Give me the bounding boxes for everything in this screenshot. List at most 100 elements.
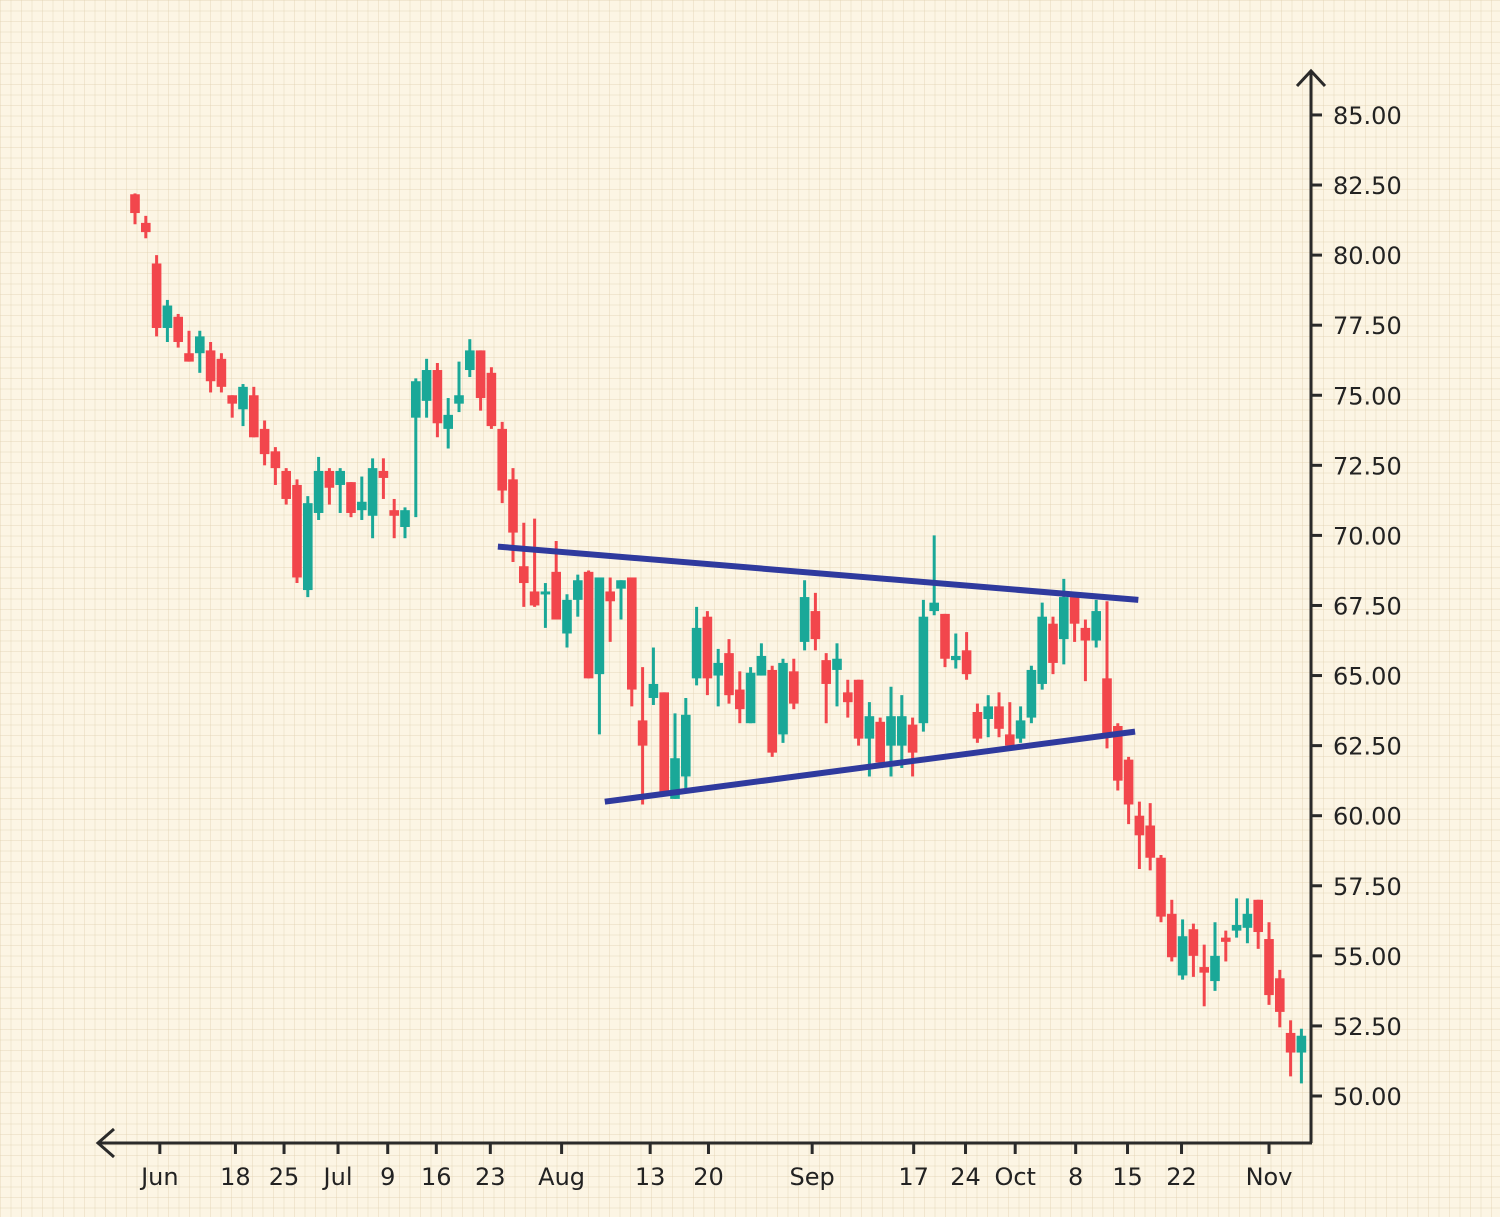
candle-up — [1177, 919, 1188, 980]
candle-down — [810, 592, 821, 651]
candle-body — [573, 580, 583, 600]
candle-down — [346, 482, 356, 518]
candle-down — [216, 353, 227, 393]
candle-body — [875, 721, 885, 763]
candle-body — [594, 577, 605, 675]
candle-up — [411, 378, 421, 518]
candle-down — [378, 458, 389, 499]
candle-body — [1059, 597, 1069, 640]
candle-body — [681, 714, 691, 777]
candle-body — [421, 370, 432, 401]
candle-body — [778, 662, 788, 735]
candle-down — [1134, 801, 1145, 869]
y-tick-label: 65.00 — [1333, 663, 1402, 691]
candle-body — [961, 650, 972, 675]
candle-body — [929, 602, 939, 612]
x-tick-label: Jul — [322, 1163, 353, 1191]
candle-body — [843, 692, 853, 703]
x-tick-label: Nov — [1246, 1163, 1293, 1191]
candle-up — [1231, 898, 1242, 938]
candle-body — [918, 616, 929, 724]
candle-down — [249, 386, 259, 438]
candle-body — [627, 577, 637, 690]
y-tick-label: 52.50 — [1333, 1013, 1402, 1041]
candle-body — [983, 706, 993, 719]
candle-up — [313, 456, 324, 520]
candle-down — [130, 193, 140, 225]
candle-up — [713, 648, 723, 707]
candle-down — [767, 665, 777, 757]
candle-body — [972, 711, 983, 739]
candle-body — [486, 372, 497, 427]
candle-body — [1080, 627, 1091, 641]
candle-down — [1005, 702, 1015, 746]
y-tick-label: 77.50 — [1333, 312, 1402, 340]
candle-body — [1188, 929, 1199, 956]
candle-body — [1113, 726, 1123, 781]
candle-down — [151, 255, 162, 337]
candle-body — [702, 616, 713, 679]
candle-down — [789, 658, 799, 710]
candle-down — [1145, 803, 1155, 871]
x-tick-label: Sep — [790, 1163, 835, 1191]
candle-body — [562, 599, 572, 634]
candle-down — [1102, 601, 1112, 749]
candle-up — [238, 384, 248, 427]
candle-body — [238, 386, 248, 410]
axes — [95, 68, 1327, 1159]
candle-down — [519, 522, 529, 607]
candle-body — [583, 571, 594, 679]
candle-body — [994, 706, 1004, 729]
candle-down — [389, 498, 399, 539]
candle-up — [832, 643, 842, 707]
candle-down — [529, 518, 540, 607]
candle-body — [184, 353, 194, 362]
candle-body — [951, 655, 961, 661]
candle-body — [551, 571, 561, 620]
candle-body — [357, 501, 367, 511]
candle-down — [972, 703, 983, 743]
candle-down — [1275, 969, 1285, 1028]
x-tick-label: 17 — [898, 1163, 929, 1191]
candle-body — [1102, 678, 1112, 734]
x-tick-label: Oct — [994, 1163, 1036, 1191]
candle-body — [1048, 623, 1058, 663]
candle-body — [1177, 936, 1188, 976]
candle-down — [1221, 930, 1231, 962]
candle-down — [1253, 899, 1263, 949]
candle-body — [173, 316, 183, 342]
candle-body — [227, 395, 237, 404]
candle-up — [1242, 898, 1253, 944]
y-ticks: 85.00 82.50 80.00 77.50 75.00 72.50 70.00 67.50… — [1311, 102, 1402, 1111]
candle-body — [313, 470, 324, 513]
candle-body — [1264, 939, 1274, 996]
candle-body — [130, 194, 140, 214]
candle-body — [529, 591, 540, 606]
candle-body — [443, 414, 453, 429]
y-tick-label: 50.00 — [1333, 1083, 1402, 1111]
candle-body — [249, 395, 259, 438]
candle-body — [367, 468, 378, 516]
candle-body — [1037, 616, 1047, 684]
candle-body — [724, 653, 734, 696]
candle-body — [1015, 720, 1026, 739]
candle-body — [648, 683, 659, 698]
y-axis-arrow-icon — [1295, 68, 1327, 88]
candle-down — [1264, 922, 1274, 1005]
candle-up — [691, 606, 702, 686]
x-tick-label: Aug — [538, 1163, 585, 1191]
candle-down — [659, 692, 669, 792]
candle-down — [940, 613, 950, 668]
y-tick-label: 80.00 — [1333, 242, 1402, 270]
candle-body — [616, 580, 626, 589]
y-tick-label: 75.00 — [1333, 382, 1402, 410]
candle-body — [1145, 825, 1155, 858]
candle-up — [799, 580, 810, 651]
candle-body — [292, 484, 302, 578]
candle-down — [1069, 597, 1080, 642]
candle-body — [735, 689, 745, 710]
candle-up — [335, 468, 345, 513]
candle-down — [1188, 923, 1199, 977]
candle-body — [411, 381, 421, 418]
